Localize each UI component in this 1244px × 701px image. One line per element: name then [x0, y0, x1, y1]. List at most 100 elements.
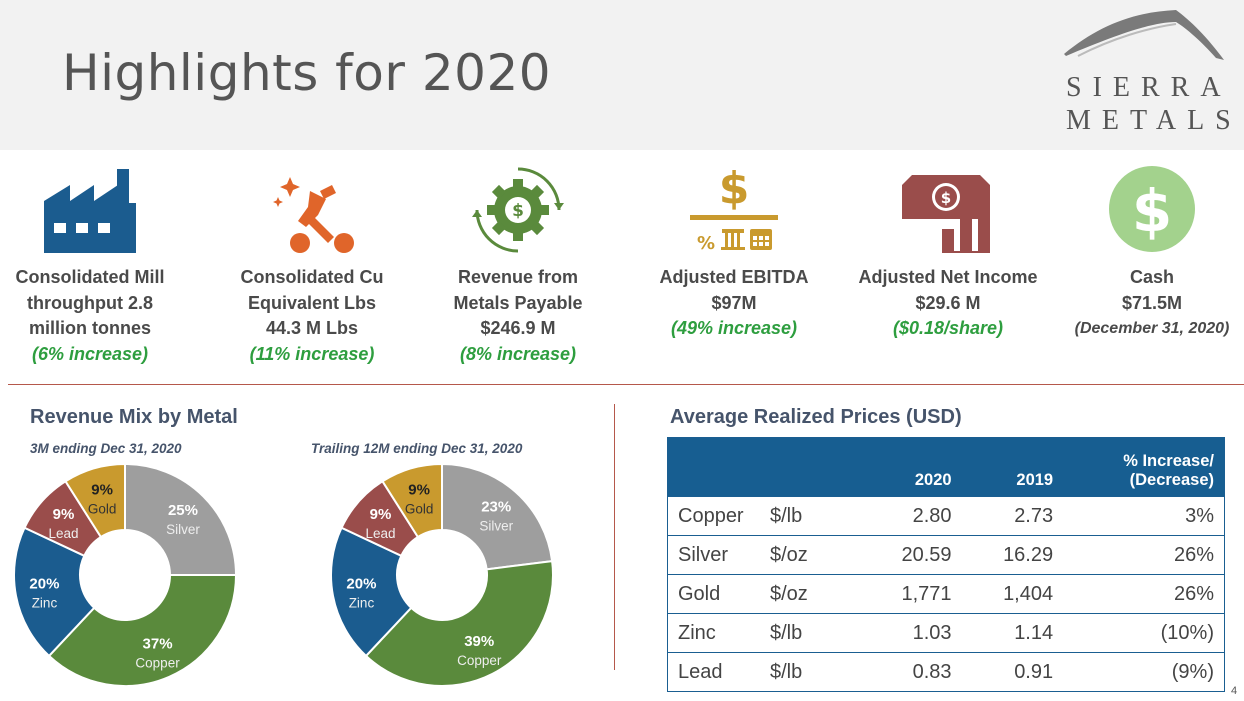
kpi-label-line: Cash [1129, 267, 1174, 287]
price-change: (10%) [1063, 613, 1225, 653]
donut-slice-copper [47, 574, 238, 687]
kpi-adjusted-net-income: $ Adjusted Net Income $29.6 M ($0.18/sha… [846, 165, 1050, 342]
donut-chart-12m: 23% Silver 39% Copper 20% Zinc 9% Lead 9% Gold [330, 462, 554, 687]
slice-percent-label: 9% [91, 481, 113, 498]
price-2020: 1.03 [860, 613, 962, 653]
metal-unit: $/lb [770, 652, 860, 692]
kpi-label-line: Adjusted Net Income [858, 267, 1038, 287]
svg-text:$: $ [512, 201, 524, 221]
slice-name-label: Lead [365, 526, 395, 541]
metal-name: Lead [667, 652, 770, 692]
prices-table: 2020 2019 % Increase/ (Decrease) Copper … [667, 437, 1225, 692]
metal-name: Zinc [667, 613, 770, 653]
price-2020: 1,771 [860, 574, 962, 614]
metal-name: Gold [667, 574, 770, 614]
kpi-label-line: throughput 2.8 [27, 292, 153, 313]
kpi-label-line: $246.9 M [480, 318, 556, 338]
kpi-change: (8% increase) [459, 343, 577, 364]
slice-percent-label: 25% [168, 502, 198, 519]
dollar-circle-icon: $ [1109, 166, 1195, 252]
slide-title: Highlights for 2020 [62, 44, 552, 102]
kpi-cu-equivalent: Consolidated Cu Equivalent Lbs 44.3 M Lb… [222, 165, 402, 367]
header-2020: 2020 [860, 437, 962, 497]
kpi-label-line: $97M [711, 292, 757, 313]
header-2019: 2019 [961, 437, 1064, 497]
pickaxe-icon [273, 177, 354, 253]
price-2019: 1,404 [961, 574, 1064, 614]
sierra-metals-logo: SIERRA METALS [1058, 6, 1233, 136]
header-change-line1: % Increase/ [1123, 452, 1214, 470]
table-row: Zinc $/lb 1.03 1.14 (10%) [667, 613, 1225, 653]
logo-text-metals: METALS [1066, 105, 1242, 136]
price-2019: 2.73 [961, 496, 1064, 536]
kpi-label-line: Adjusted EBITDA [659, 267, 809, 287]
metal-unit: $/oz [770, 535, 860, 575]
price-2020: 20.59 [860, 535, 962, 575]
header-change-line2: (Decrease) [1129, 471, 1214, 489]
kpi-change: (6% increase) [31, 343, 149, 364]
table-row: Copper $/lb 2.80 2.73 3% [667, 496, 1225, 536]
kpi-change: ($0.18/share) [892, 318, 1004, 338]
svg-text:$: $ [719, 165, 750, 214]
table-row: Lead $/lb 0.83 0.91 (9%) [667, 652, 1225, 692]
slice-percent-label: 9% [53, 506, 75, 523]
header-unit [770, 437, 860, 497]
price-change: 26% [1063, 574, 1225, 614]
slice-name-label: Silver [166, 522, 200, 537]
metal-name: Copper [667, 496, 770, 536]
kpi-change: (11% increase) [249, 343, 375, 364]
header-metal [667, 437, 770, 497]
price-2019: 0.91 [961, 652, 1064, 692]
donut-slice-copper [364, 559, 554, 687]
kpi-label-line: $29.6 M [915, 292, 981, 313]
price-2019: 1.14 [961, 613, 1064, 653]
table-header-row: 2020 2019 % Increase/ (Decrease) [667, 437, 1225, 497]
metal-name: Silver [667, 535, 770, 575]
kpi-label-line: Revenue from [457, 267, 579, 287]
vertical-divider [614, 404, 615, 670]
slice-name-label: Lead [48, 526, 78, 541]
gear-dollar-icon: $ [472, 167, 564, 253]
slice-name-label: Zinc [349, 595, 375, 610]
price-2020: 2.80 [860, 496, 962, 536]
prices-title: Average Realized Prices (USD) [670, 406, 962, 428]
header-change: % Increase/ (Decrease) [1063, 437, 1225, 497]
factory-icon [44, 169, 136, 253]
kpi-cash: $ Cash $71.5M (December 31, 2020) [1060, 165, 1244, 342]
donut-slice-zinc [330, 526, 413, 658]
slice-percent-label: 23% [481, 498, 511, 515]
section-divider [8, 384, 1244, 385]
price-change: 3% [1063, 496, 1225, 536]
slice-name-label: Gold [405, 501, 434, 516]
slice-percent-label: 9% [370, 506, 392, 523]
kpi-label-line: Equivalent Lbs [247, 292, 377, 313]
metal-unit: $/lb [770, 496, 860, 536]
kpi-label-line: 44.3 M Lbs [265, 318, 359, 338]
kpi-revenue-metals: $ Revenue from Metals Payable $246.9 M (… [428, 165, 608, 367]
metal-unit: $/oz [770, 574, 860, 614]
slice-percent-label: 39% [464, 633, 494, 650]
table-row: Silver $/oz 20.59 16.29 26% [667, 535, 1225, 575]
svg-text:$: $ [1132, 177, 1172, 245]
price-2019: 16.29 [961, 535, 1064, 575]
donut-slice-silver [124, 462, 238, 576]
price-change: 26% [1063, 535, 1225, 575]
mountain-logo-icon [1064, 10, 1224, 60]
slice-percent-label: 20% [29, 575, 59, 592]
table-row: Gold $/oz 1,771 1,404 26% [667, 574, 1225, 614]
slice-name-label: Copper [457, 653, 502, 668]
slice-name-label: Copper [135, 655, 180, 670]
svg-text:$: $ [941, 189, 951, 207]
donut-slice-silver [441, 462, 554, 571]
kpi-label-line: Consolidated Mill [15, 267, 165, 287]
svg-text:%: % [697, 233, 715, 254]
kpi-change: (49% increase) [670, 318, 798, 338]
page-number: 4 [1231, 685, 1238, 697]
metal-unit: $/lb [770, 613, 860, 653]
slice-percent-label: 9% [408, 481, 430, 498]
revenue-mix-title: Revenue Mix by Metal [30, 406, 238, 428]
kpi-label-line: Metals Payable [453, 292, 583, 313]
chart1-subtitle: 3M ending Dec 31, 2020 [30, 441, 182, 456]
kpi-label-line: million tonnes [28, 318, 151, 338]
banknote-chart-icon: $ [902, 175, 990, 253]
